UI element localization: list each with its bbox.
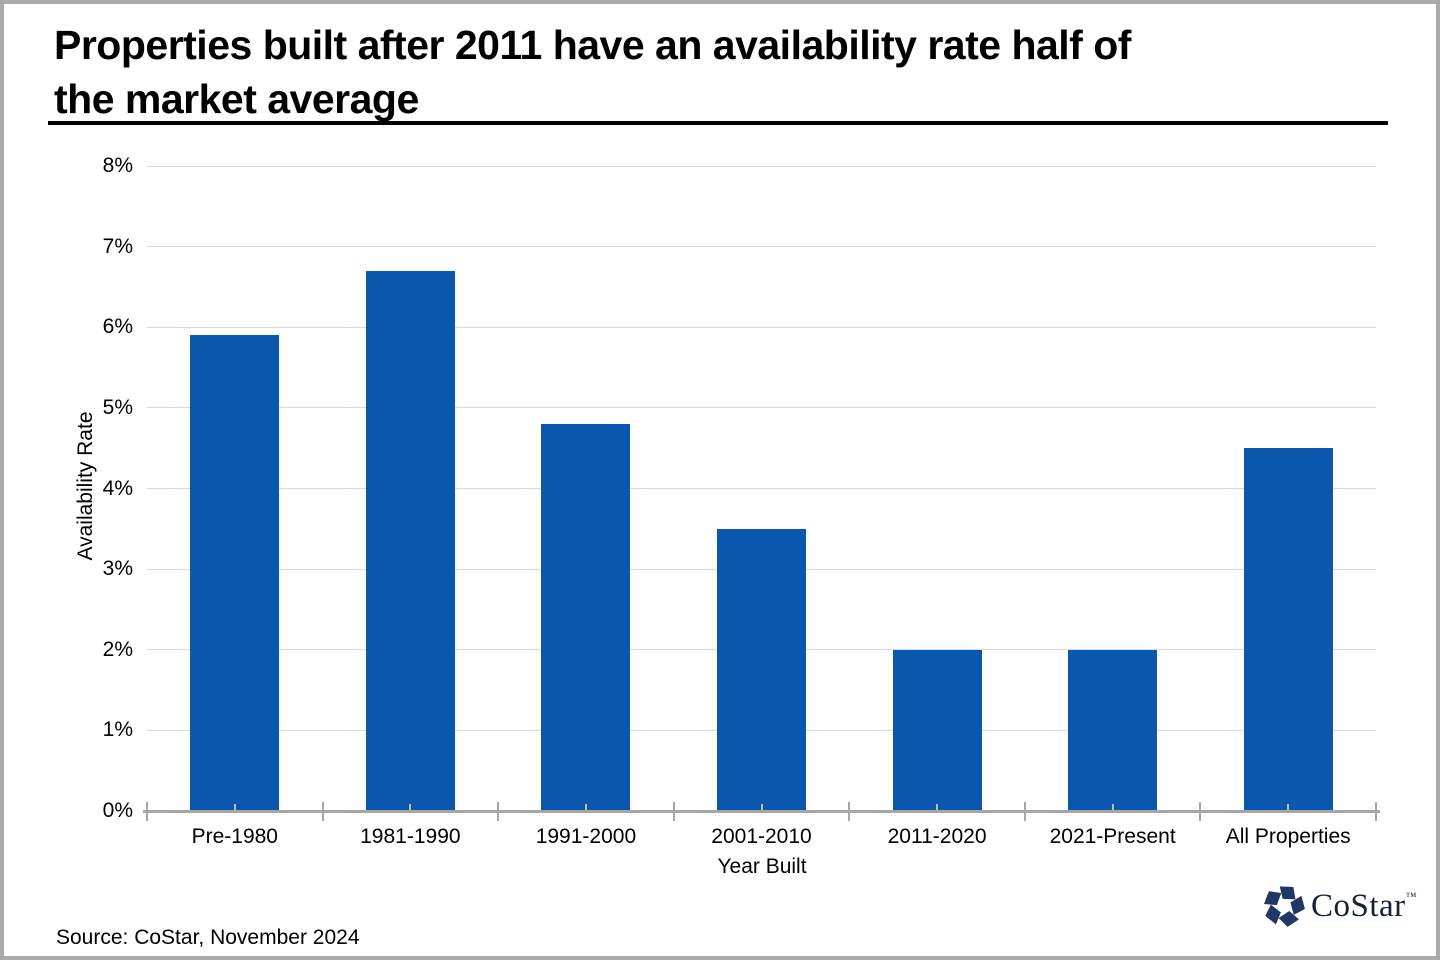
x-axis-minor-tick-1 bbox=[409, 804, 412, 810]
y-axis-tick-label-0pct: 0% bbox=[102, 799, 133, 822]
x-axis-label-1991-2000: 1991-2000 bbox=[535, 825, 637, 848]
x-axis-line bbox=[143, 810, 1380, 813]
costar-logo-text: CoStar™ bbox=[1311, 887, 1417, 924]
x-axis-tick-4 bbox=[848, 802, 851, 821]
x-axis-minor-tick-5 bbox=[1111, 804, 1114, 810]
gridline-4pct bbox=[147, 488, 1376, 489]
costar-logo: CoStar™ bbox=[1262, 884, 1417, 928]
bar-2011-2020 bbox=[892, 649, 982, 811]
bar-1991-2000 bbox=[541, 424, 631, 811]
x-axis-tick-1 bbox=[321, 802, 324, 821]
x-axis-tick-5 bbox=[1023, 802, 1026, 821]
y-axis-tick-label-2pct: 2% bbox=[102, 637, 133, 661]
y-axis-tick-label-5pct: 5% bbox=[102, 395, 133, 419]
source-note: Source: CoStar, November 2024 bbox=[56, 926, 360, 949]
x-axis-tick-7 bbox=[1375, 802, 1377, 821]
gridline-8pct bbox=[147, 165, 1376, 167]
bar-1981-1990 bbox=[365, 270, 455, 811]
bar-2001-2010 bbox=[717, 528, 806, 811]
y-axis-tick-label-3pct: 3% bbox=[102, 557, 133, 581]
plot-area: 0% 1% 2% 3% 4% 5% 6% 7% 8% Pre-1980 1981-1990 1991-… bbox=[4, 4, 1436, 956]
x-axis-title: Year Built bbox=[717, 855, 807, 878]
x-axis-tick-0 bbox=[146, 802, 148, 821]
y-axis-tick-label-4pct: 4% bbox=[102, 476, 133, 500]
costar-pinwheel-icon bbox=[1263, 886, 1305, 927]
x-axis-label-2021-present: 2021-Present bbox=[1049, 825, 1176, 848]
bar-2021-present bbox=[1068, 649, 1158, 811]
x-axis-tick-3 bbox=[672, 802, 675, 821]
gridline-5pct bbox=[147, 407, 1376, 409]
x-axis-label-2001-2010: 2001-2010 bbox=[711, 825, 812, 848]
x-axis-minor-tick-3 bbox=[760, 804, 763, 810]
costar-logo-tm: ™ bbox=[1405, 890, 1417, 903]
y-axis-tick-label-8pct: 8% bbox=[102, 154, 133, 177]
x-axis-tick-6 bbox=[1199, 802, 1202, 821]
x-axis-minor-tick-6 bbox=[1287, 804, 1290, 810]
x-axis-tick-2 bbox=[497, 802, 500, 821]
y-axis-tick-label-6pct: 6% bbox=[102, 315, 133, 339]
y-axis-title: Availability Rate bbox=[74, 411, 97, 561]
bar-all-properties bbox=[1243, 448, 1333, 811]
chart-title: Properties built after 2011 have an avai… bbox=[54, 22, 1131, 122]
x-axis-minor-tick-4 bbox=[936, 804, 939, 810]
x-axis-minor-tick-0 bbox=[233, 804, 236, 810]
y-axis-tick-label-1pct: 1% bbox=[102, 718, 133, 742]
gridline-7pct bbox=[147, 246, 1376, 248]
y-axis-tick-label-7pct: 7% bbox=[102, 234, 133, 258]
x-axis-label-1981-1990: 1981-1990 bbox=[360, 825, 461, 848]
bar-pre-1980 bbox=[190, 335, 280, 811]
gridline-6pct bbox=[147, 326, 1376, 328]
x-axis-label-2011-2020: 2011-2020 bbox=[887, 825, 987, 848]
title-underline bbox=[48, 121, 1388, 125]
x-axis-minor-tick-2 bbox=[584, 804, 587, 810]
x-axis-label-pre-1980: Pre-1980 bbox=[191, 825, 278, 848]
x-axis-label-all-properties: All Properties bbox=[1225, 825, 1351, 848]
